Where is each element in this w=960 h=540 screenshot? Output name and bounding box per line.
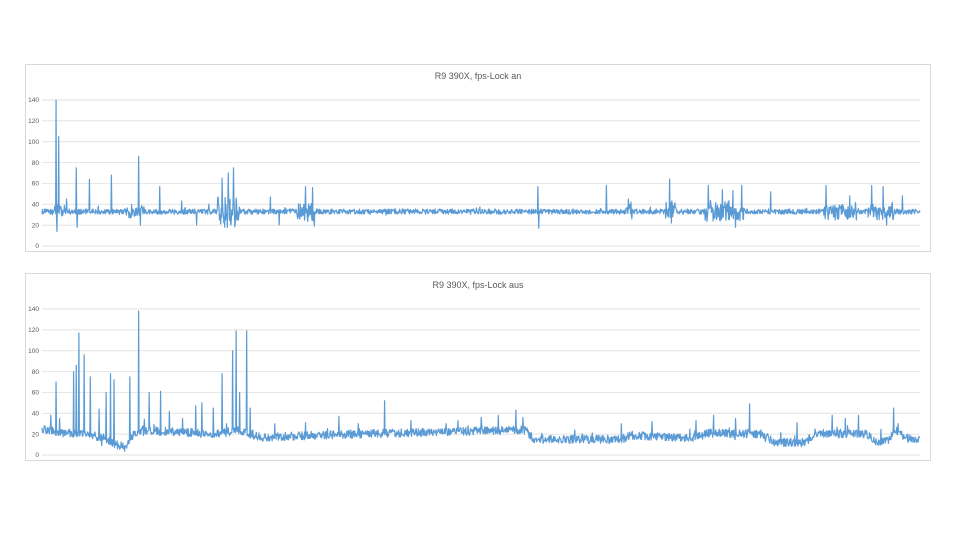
chart-top-plot: 0 20 40 60 80 100 120 140 [28,97,921,250]
y-tick-label: 0 [35,452,39,459]
y-tick-label: 20 [32,222,40,229]
chart-top-panel: R9 390X, fps-Lock an 0 20 40 60 80 100 120 140 [25,64,931,252]
y-tick-label: 140 [28,306,39,313]
y-tick-label: 60 [32,390,40,397]
y-tick-label: 0 [35,243,39,250]
y-tick-label: 120 [28,118,39,125]
y-tick-label: 40 [32,410,40,417]
y-tick-label: 60 [32,181,40,188]
y-tick-label: 140 [28,97,39,104]
chart-bottom-plot: 0 20 40 60 80 100 120 140 [28,306,921,459]
chart-bottom-panel: R9 390X, fps-Lock aus 0 20 40 60 80 100 120 140 [25,273,931,461]
chart-top-title: R9 390X, fps-Lock an [434,71,522,81]
series-line [41,99,921,232]
y-tick-label: 120 [28,327,39,334]
y-tick-label: 100 [28,139,39,146]
chart-bottom-title: R9 390X, fps-Lock aus [432,280,524,290]
y-tick-label: 40 [32,201,40,208]
y-tick-label: 80 [32,160,40,167]
series-line [41,310,921,452]
y-tick-label: 80 [32,369,40,376]
y-tick-label: 100 [28,348,39,355]
y-tick-label: 20 [32,431,40,438]
